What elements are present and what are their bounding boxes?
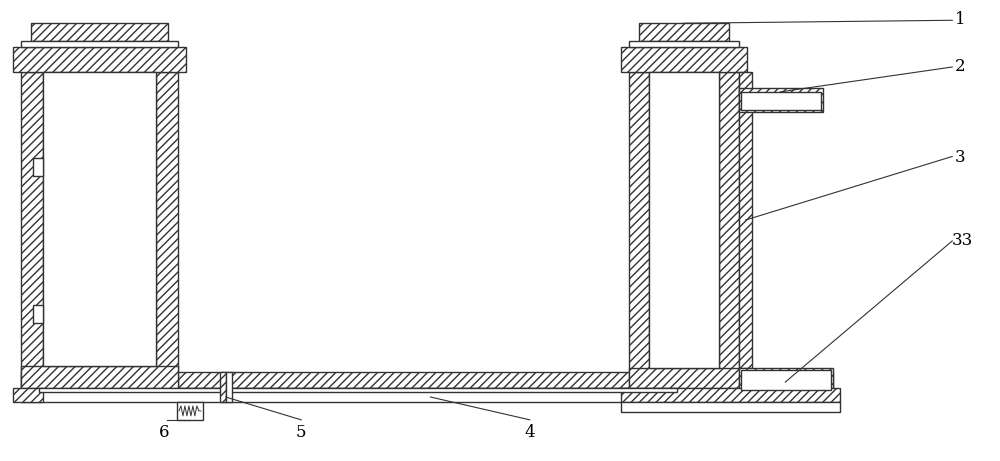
Bar xyxy=(226,372,232,402)
Bar xyxy=(33,306,43,323)
Bar xyxy=(39,388,677,392)
Text: 6: 6 xyxy=(159,424,169,441)
Bar xyxy=(13,47,186,72)
Bar xyxy=(739,368,833,392)
Text: 1: 1 xyxy=(955,11,966,28)
Bar xyxy=(621,388,840,402)
Bar xyxy=(629,368,739,388)
Bar xyxy=(156,72,178,388)
Text: 4: 4 xyxy=(525,424,535,441)
Text: 2: 2 xyxy=(955,59,966,76)
Text: 5: 5 xyxy=(296,424,306,441)
Bar xyxy=(629,41,739,47)
Bar xyxy=(719,72,739,388)
Bar xyxy=(639,23,729,41)
Bar xyxy=(21,372,833,388)
Bar xyxy=(21,388,833,402)
Bar xyxy=(33,158,43,176)
Bar xyxy=(13,388,43,402)
Bar xyxy=(741,370,831,390)
Bar xyxy=(629,72,649,388)
Bar xyxy=(739,72,752,368)
Bar xyxy=(741,92,821,110)
Bar xyxy=(21,72,43,388)
Bar xyxy=(220,372,226,402)
Text: 33: 33 xyxy=(951,232,973,249)
Bar xyxy=(31,23,168,41)
Bar xyxy=(43,72,156,366)
Bar xyxy=(739,88,823,112)
Bar xyxy=(621,47,747,72)
Bar xyxy=(649,72,719,368)
Bar xyxy=(621,402,840,412)
Bar xyxy=(21,366,178,388)
Bar xyxy=(21,41,178,47)
Text: 3: 3 xyxy=(955,149,966,166)
Bar xyxy=(177,402,203,420)
